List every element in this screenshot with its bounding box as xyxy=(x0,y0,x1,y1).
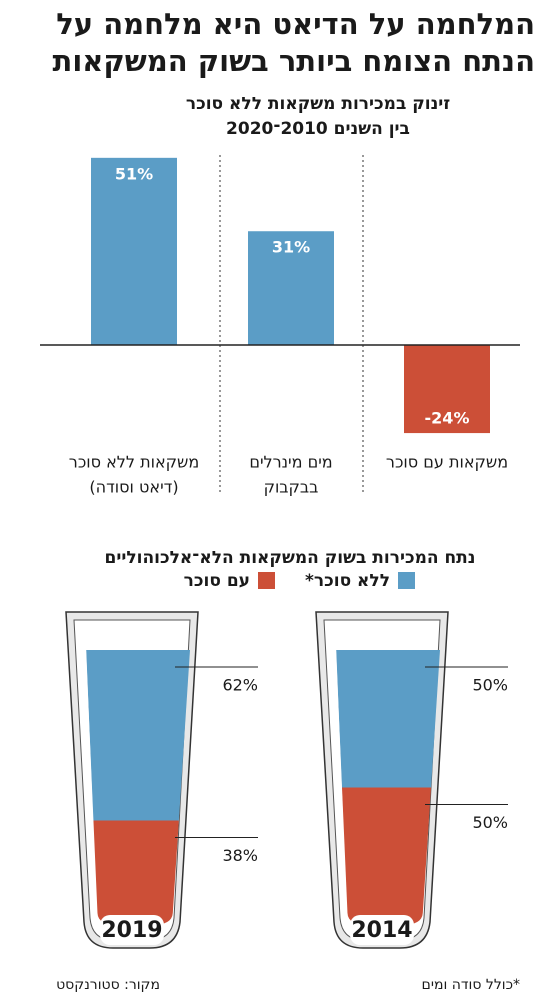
category-label: בבקבוק xyxy=(264,478,319,497)
category-label: מים מינרלים xyxy=(249,453,332,472)
year-box xyxy=(350,915,414,945)
glass-highlight xyxy=(78,623,188,906)
value-label: 50% xyxy=(472,676,508,695)
glass-segment xyxy=(86,650,190,821)
legend-label: עם סוכר xyxy=(184,571,250,591)
chart-title: בין השנים 2010־2020 xyxy=(226,119,410,139)
value-label: -24% xyxy=(425,409,470,428)
chart-title: נתח המכירות בשוק המשקאות הלא־אלכוהוליים xyxy=(105,548,476,568)
bar xyxy=(91,157,177,345)
title-line: הנתח הצומח ביותר בשוק המשקאות xyxy=(53,44,535,78)
category-label: משקאות עם סוכר xyxy=(386,453,508,472)
year-label: 2014 xyxy=(351,918,412,943)
glass-segment xyxy=(336,650,440,788)
legend-swatch xyxy=(398,572,415,589)
year-label: 2019 xyxy=(101,918,162,943)
bar xyxy=(404,345,490,434)
chart-title: זינוק במכירות משקאות ללא סוכר xyxy=(186,94,450,114)
category-label: משקאות ללא סוכר xyxy=(69,453,199,472)
source: מקור: סטורנקסט xyxy=(56,977,160,993)
footnote: *כולל סודה ומים xyxy=(422,977,520,993)
legend-label: ללא סוכר* xyxy=(305,571,390,591)
category-label: (דיאט וסודה) xyxy=(89,478,178,497)
value-label: 31% xyxy=(272,238,310,257)
value-label: 38% xyxy=(222,846,258,865)
legend-swatch xyxy=(258,572,275,589)
value-label: 50% xyxy=(472,813,508,832)
title-line: המלחמה על הדיאט היא מלחמה על xyxy=(56,7,535,41)
glass-segment xyxy=(342,787,431,925)
value-label: 51% xyxy=(115,164,153,183)
glass-segment xyxy=(93,820,179,925)
year-box xyxy=(100,915,164,945)
value-label: 62% xyxy=(222,676,258,695)
bar xyxy=(248,231,334,345)
glass-highlight xyxy=(328,623,438,906)
